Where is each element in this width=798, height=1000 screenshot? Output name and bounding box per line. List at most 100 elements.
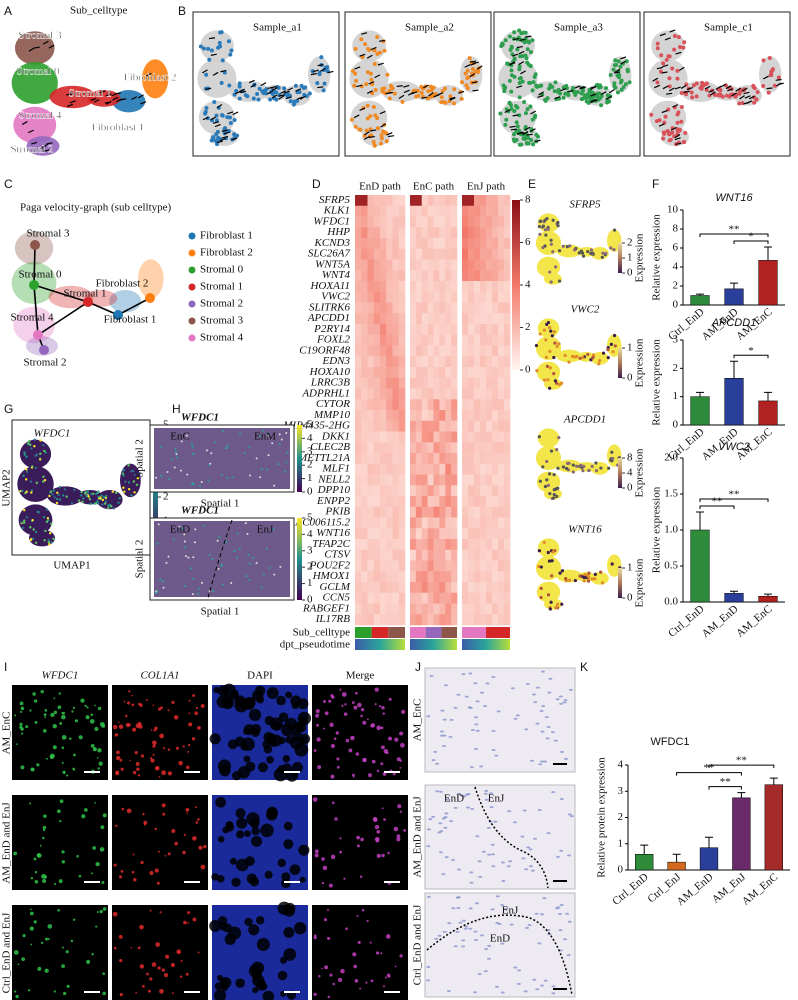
velocity-arrow (666, 92, 673, 95)
cell-dot (545, 216, 549, 221)
x-tick-label: AM_EnC (740, 871, 780, 908)
heatmap-cell (410, 614, 417, 626)
cell-dot (544, 355, 548, 359)
signal (90, 872, 93, 875)
cell-dot (211, 135, 216, 140)
heatmap-cell (486, 517, 493, 529)
heatmap-cell (498, 302, 505, 314)
cell-dot (694, 81, 699, 86)
cell-dot (87, 495, 90, 498)
heatmap-cell (415, 205, 423, 217)
heatmap-cell (398, 496, 406, 508)
heatmap-cell (361, 603, 368, 615)
heatmap-cell (480, 345, 487, 357)
nucleus (516, 969, 521, 972)
velocity-arrow (766, 87, 773, 90)
heatmap-cell (498, 227, 505, 239)
x-tick-label: Ctrl_EnD (610, 871, 651, 908)
cell-dot (561, 95, 566, 100)
heatmap-cell (445, 474, 452, 486)
heatmap-cell (380, 205, 387, 217)
spot (160, 445, 163, 448)
signal (132, 853, 135, 856)
signal (374, 687, 379, 692)
velocity-arrow (537, 95, 544, 98)
heatmap-cell (386, 549, 393, 561)
velocity-arrow (377, 62, 384, 66)
heatmap-cell (433, 420, 440, 432)
panel-label: E (528, 177, 536, 191)
heatmap-cell (468, 549, 475, 561)
cell-dot (81, 500, 84, 504)
heatmap-cell (355, 517, 362, 529)
heatmap-cell (492, 205, 499, 217)
heatmap-cell (480, 463, 487, 475)
signal (255, 915, 265, 925)
heatmap-cell (380, 485, 387, 497)
spot (165, 561, 168, 564)
cell-dot (600, 255, 604, 259)
nucleus (468, 672, 473, 675)
cell-dot (546, 227, 550, 231)
nucleus (559, 797, 564, 800)
umap-cluster (536, 256, 561, 278)
signal (25, 725, 29, 729)
heatmap-cell (433, 496, 440, 508)
heatmap-cell (498, 592, 505, 604)
spot (197, 587, 200, 590)
heatmap-cell (439, 388, 446, 400)
heatmap-cell (492, 356, 499, 368)
cell-dot (257, 86, 262, 91)
velocity-arrow (366, 54, 373, 59)
nucleus (525, 682, 530, 685)
cell-dot (580, 251, 585, 255)
heatmap-cell (398, 506, 406, 518)
nucleus (483, 792, 488, 795)
nucleus (438, 790, 443, 793)
nucleus (469, 766, 474, 769)
nucleus (532, 978, 537, 981)
heatmap-cell (421, 399, 428, 411)
heatmap-cell (445, 238, 452, 250)
heatmap-cell (373, 485, 381, 497)
heatmap-cell (367, 227, 375, 239)
heatmap-cell (427, 496, 434, 508)
cell-dot (22, 519, 26, 522)
micrograph (312, 905, 408, 1000)
cell-dot (387, 88, 392, 93)
heatmap-cell (468, 410, 475, 422)
cell-dot (237, 96, 242, 101)
cell-dot (517, 28, 522, 33)
heatmap-cell (355, 356, 362, 368)
velocity-arrow (353, 114, 360, 119)
heatmap-cell (355, 291, 362, 303)
heatmap-cell (392, 238, 400, 250)
spot (216, 539, 219, 542)
signal (15, 994, 19, 999)
y-tick-label: 0 (618, 864, 624, 876)
cell-dot (570, 354, 575, 359)
heatmap-cell (462, 614, 469, 626)
cell-dot (515, 105, 520, 110)
heatmap-cell (439, 453, 446, 465)
heatmap-cell (367, 313, 375, 325)
signal (147, 989, 151, 993)
heatmap-cell (462, 205, 469, 217)
cell-dot (122, 474, 125, 477)
heatmap-cell (367, 463, 375, 475)
cell-dot (534, 343, 539, 348)
heatmap-cell (415, 270, 423, 282)
cell-dot (201, 46, 206, 51)
heatmap-cell (373, 270, 381, 282)
velocity-arrow (33, 46, 40, 49)
cell-dot (767, 55, 772, 60)
y-tick-label: 8 (673, 223, 679, 235)
cell-dot (282, 86, 287, 91)
heatmap-cell (480, 195, 487, 207)
heatmap-cell (480, 270, 487, 282)
heatmap-cell (504, 205, 511, 217)
heatmap-cell (439, 238, 446, 250)
signal (164, 854, 167, 857)
heatmap-cell (415, 431, 423, 443)
velocity-arrow (227, 111, 234, 115)
